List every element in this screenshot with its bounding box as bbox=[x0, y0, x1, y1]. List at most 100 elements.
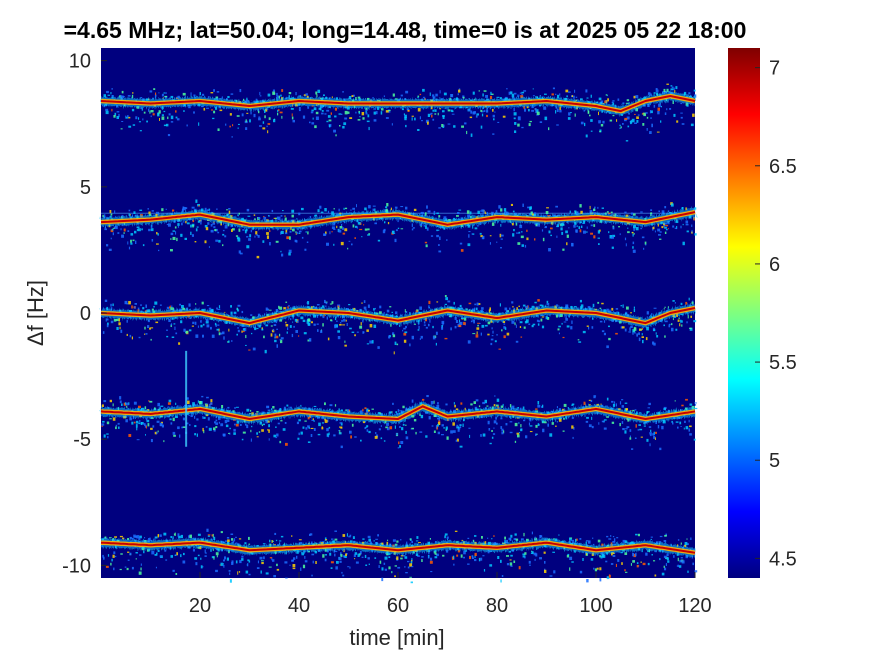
band-speckle bbox=[296, 555, 298, 559]
band-speckle bbox=[472, 233, 475, 235]
band-speckle bbox=[555, 304, 559, 307]
band-speckle bbox=[632, 249, 636, 253]
band-speckle bbox=[110, 213, 113, 216]
band-speckle bbox=[206, 396, 209, 399]
band-speckle bbox=[633, 233, 635, 235]
band-speckle bbox=[534, 238, 536, 241]
band-speckle bbox=[229, 572, 231, 575]
band-speckle bbox=[580, 121, 584, 125]
band-speckle bbox=[590, 119, 593, 122]
band-speckle bbox=[266, 108, 269, 110]
band-speckle bbox=[432, 325, 434, 329]
band-speckle bbox=[685, 426, 689, 430]
band-speckle bbox=[664, 534, 667, 537]
band-speckle bbox=[129, 537, 131, 539]
band-speckle bbox=[620, 305, 623, 307]
band-speckle bbox=[520, 235, 524, 239]
band-speckle bbox=[630, 120, 632, 125]
band-speckle bbox=[342, 232, 346, 235]
band-speckle bbox=[437, 422, 441, 425]
band-speckle bbox=[306, 241, 309, 243]
band-speckle bbox=[672, 100, 674, 104]
band-speckle bbox=[535, 553, 538, 557]
band-speckle bbox=[344, 117, 348, 120]
band-speckle bbox=[531, 325, 534, 328]
band-speckle bbox=[364, 427, 367, 430]
band-speckle bbox=[301, 236, 304, 239]
band-speckle bbox=[458, 209, 462, 211]
band-speckle bbox=[123, 232, 125, 234]
band-speckle bbox=[685, 223, 689, 226]
band-speckle bbox=[611, 400, 614, 403]
band-speckle bbox=[515, 340, 519, 343]
band-speckle bbox=[390, 207, 392, 211]
band-speckle bbox=[480, 332, 482, 336]
band-speckle bbox=[166, 329, 168, 331]
band-speckle bbox=[159, 422, 163, 427]
band-speckle bbox=[454, 404, 456, 408]
band-speckle bbox=[443, 92, 447, 96]
band-speckle bbox=[680, 112, 683, 114]
band-speckle bbox=[327, 419, 329, 422]
band-speckle bbox=[476, 113, 479, 116]
band-speckle bbox=[338, 430, 340, 432]
band-speckle bbox=[541, 304, 544, 308]
band-trace bbox=[100, 541, 696, 554]
band-speckle bbox=[167, 402, 171, 405]
band-speckle bbox=[286, 331, 288, 334]
band-speckle bbox=[586, 579, 589, 583]
band-speckle bbox=[170, 323, 173, 326]
band-speckle bbox=[231, 136, 233, 138]
band-speckle bbox=[114, 555, 117, 558]
band-speckle bbox=[469, 211, 472, 215]
band-speckle bbox=[605, 100, 607, 103]
band-speckle bbox=[490, 93, 494, 95]
band-speckle bbox=[292, 568, 296, 570]
band-speckle bbox=[154, 301, 158, 305]
band-speckle bbox=[120, 329, 123, 333]
band-speckle bbox=[506, 555, 509, 557]
band-speckle bbox=[481, 113, 484, 117]
band-speckle bbox=[450, 409, 452, 413]
band-speckle bbox=[297, 437, 300, 440]
band-speckle bbox=[338, 432, 342, 435]
band-speckle bbox=[188, 535, 191, 538]
band-speckle bbox=[263, 335, 265, 339]
band-speckle bbox=[383, 440, 386, 442]
band-speckle bbox=[250, 429, 252, 433]
band-speckle bbox=[664, 226, 667, 229]
band-speckle bbox=[112, 227, 115, 229]
band-speckle bbox=[517, 116, 521, 119]
band-speckle bbox=[387, 222, 390, 225]
band-speckle bbox=[474, 303, 477, 306]
band-speckle bbox=[518, 566, 521, 570]
band-speckle bbox=[454, 325, 457, 329]
band-speckle bbox=[601, 553, 604, 558]
band-speckle bbox=[550, 227, 553, 230]
band-speckle bbox=[325, 231, 327, 235]
band-speckle bbox=[556, 406, 558, 408]
band-speckle bbox=[104, 299, 108, 302]
band-speckle bbox=[367, 557, 370, 560]
band-speckle bbox=[334, 538, 338, 541]
band-speckle bbox=[227, 96, 230, 99]
band-speckle bbox=[315, 561, 317, 564]
band-speckle bbox=[109, 210, 112, 214]
band-speckle bbox=[454, 530, 458, 532]
band-speckle bbox=[482, 401, 486, 405]
band-speckle bbox=[256, 255, 260, 259]
band-speckle bbox=[665, 563, 667, 566]
band-speckle bbox=[599, 320, 603, 323]
band-speckle bbox=[489, 307, 491, 311]
band-speckle bbox=[327, 115, 331, 118]
band-speckle bbox=[332, 224, 336, 226]
band-speckle bbox=[383, 562, 386, 565]
band-speckle bbox=[336, 419, 338, 421]
band-speckle bbox=[324, 558, 327, 562]
band-speckle bbox=[508, 550, 511, 553]
band-speckle bbox=[457, 93, 459, 96]
band-speckle bbox=[411, 223, 413, 227]
band-speckle bbox=[273, 324, 277, 326]
band-speckle bbox=[693, 89, 696, 92]
band-speckle bbox=[261, 429, 264, 432]
